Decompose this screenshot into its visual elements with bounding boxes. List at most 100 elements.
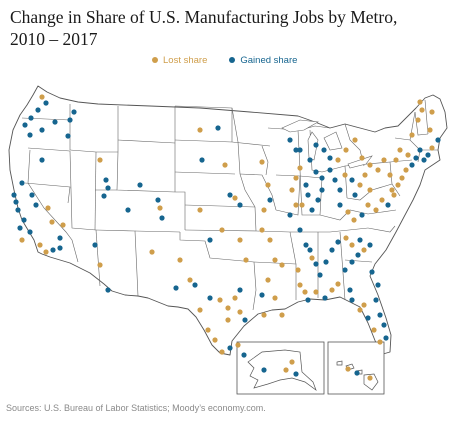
metro-dot-gained: [383, 335, 389, 341]
metro-dot-lost: [279, 312, 285, 318]
metro-dot-gained: [39, 127, 45, 133]
metro-dot-lost: [289, 359, 295, 365]
metro-dot-lost: [205, 327, 211, 333]
metro-dot-lost: [342, 172, 348, 178]
metro-dot-lost: [293, 202, 299, 208]
metro-dot-gained: [319, 175, 325, 181]
metro-dot-gained: [237, 287, 243, 293]
metro-dot-gained: [329, 247, 335, 253]
metro-dot-gained: [313, 169, 319, 175]
metro-dot-lost: [283, 367, 289, 373]
metro-dot-lost: [149, 249, 155, 255]
metro-dot-lost: [309, 255, 315, 261]
metro-dot-lost: [375, 167, 381, 173]
metro-dot-gained: [15, 207, 21, 213]
legend-label-gained: Gained share: [240, 54, 298, 66]
metro-dot-lost: [403, 167, 409, 173]
metro-dot-gained: [303, 182, 309, 188]
metro-dot-lost: [377, 339, 383, 345]
metro-dot-lost: [212, 337, 218, 343]
metro-dot-lost: [295, 267, 301, 273]
metro-dot-gained: [349, 259, 355, 265]
metro-dot-gained: [287, 137, 293, 143]
metro-dot-gained: [242, 317, 248, 323]
metro-dot-gained: [67, 117, 73, 123]
metro-dot-lost: [367, 162, 373, 168]
metro-dot-lost: [237, 237, 243, 243]
metro-dot-gained: [28, 115, 34, 121]
metro-dot-lost: [397, 147, 403, 153]
metro-dot-gained: [259, 292, 265, 298]
metro-dot-gained: [21, 217, 27, 223]
metro-dot-lost: [313, 289, 319, 295]
metro-dot-lost: [259, 227, 265, 233]
metro-dot-lost: [343, 235, 349, 241]
metro-dot-lost: [97, 157, 103, 163]
metro-dot-gained: [327, 167, 333, 173]
metro-dot-gained: [173, 285, 179, 291]
metro-dot-gained: [17, 225, 23, 231]
metro-dot-gained: [377, 312, 383, 318]
metro-dot-lost: [429, 145, 435, 151]
metro-dot-gained: [349, 297, 355, 303]
metro-dot-gained: [327, 155, 333, 161]
metro-dot-gained: [337, 202, 343, 208]
metro-dot-lost: [60, 222, 66, 228]
metro-dot-gained: [43, 100, 49, 106]
metro-dot-gained: [357, 237, 363, 243]
metro-dot-gained: [71, 109, 77, 115]
metro-dot-gained: [297, 147, 303, 153]
metro-dot-lost: [395, 182, 401, 188]
metro-dot-gained: [293, 147, 299, 153]
metro-dot-gained: [335, 239, 341, 245]
metro-dot-gained: [435, 137, 441, 143]
hawaii-inset-frame: [327, 341, 385, 395]
metro-dot-lost: [345, 366, 351, 372]
metro-dot-lost: [329, 287, 335, 293]
metro-dot-lost: [345, 209, 351, 215]
metro-dot-gained: [317, 272, 323, 278]
metro-dots: [11, 94, 441, 381]
metro-dot-gained: [22, 122, 28, 128]
legend-dot-gained: [229, 57, 236, 63]
metro-dot-gained: [349, 177, 355, 183]
metro-dot-lost: [243, 257, 249, 263]
metro-dot-lost: [367, 375, 373, 381]
metro-dot-lost: [235, 342, 241, 348]
metro-dot-lost: [217, 297, 223, 303]
metro-dot-gained: [342, 267, 348, 273]
metro-dot-gained: [35, 107, 41, 113]
metro-dot-lost: [343, 147, 349, 153]
metro-dot-gained: [425, 152, 431, 158]
metro-dot-lost: [177, 257, 183, 263]
metro-dot-gained: [267, 197, 273, 203]
metro-dot-gained: [237, 202, 243, 208]
metro-dot-lost: [405, 152, 411, 158]
title-line-1: Change in Share of U.S. Manufacturing Jo…: [10, 7, 398, 27]
metro-dot-gained: [305, 297, 311, 303]
metro-dot-gained: [227, 192, 233, 198]
metro-dot-gained: [50, 247, 56, 253]
metro-dot-gained: [293, 371, 299, 377]
metro-dot-lost: [399, 175, 405, 181]
metro-dot-lost: [361, 247, 367, 253]
metro-dot-lost: [187, 277, 193, 283]
metro-dot-lost: [415, 117, 421, 123]
metro-dot-gained: [105, 185, 111, 191]
metro-dot-gained: [13, 199, 19, 205]
metro-dot-gained: [11, 192, 17, 198]
metro-dot-gained: [192, 282, 198, 288]
metro-dot-lost: [293, 175, 299, 181]
metro-dot-gained: [322, 295, 328, 301]
metro-dot-gained: [365, 315, 371, 321]
metro-dot-gained: [367, 242, 373, 248]
metro-dot-gained: [354, 370, 360, 376]
legend-dot-lost: [152, 57, 158, 63]
metro-dot-gained: [303, 242, 309, 248]
metro-dot-lost: [387, 172, 393, 178]
metro-dot-gained: [385, 202, 391, 208]
metro-dot-gained: [57, 245, 63, 251]
metro-dot-gained: [27, 229, 33, 235]
metro-dot-gained: [305, 192, 311, 198]
